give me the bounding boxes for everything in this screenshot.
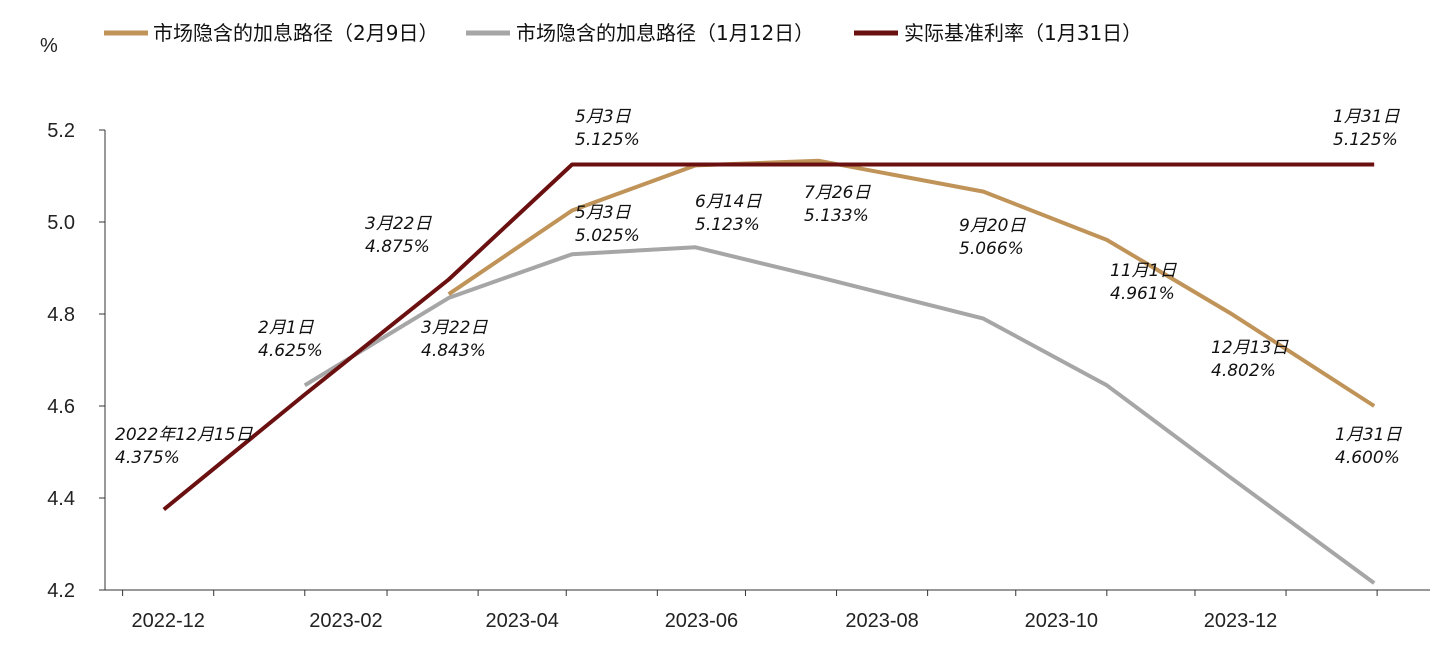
annotation-date: 3月22日 — [365, 214, 432, 234]
y-tick-label: 5.2 — [47, 120, 75, 142]
legend-label-jan12: 市场隐含的加息路径（1月12日） — [516, 21, 814, 45]
x-tick-label: 2023-12 — [1204, 610, 1277, 632]
annotation-date: 9月20日 — [959, 216, 1026, 236]
legend-label-feb9: 市场隐含的加息路径（2月9日） — [153, 21, 438, 45]
annotation-date: 5月3日 — [575, 107, 632, 127]
annotation-value: 5.066% — [959, 239, 1024, 259]
series-line-actual — [162, 162, 1375, 512]
annotation-value: 5.133% — [804, 206, 869, 226]
y-axis-ticks: 5.2 5.0 4.8 4.6 4.4 4.2 — [47, 120, 105, 602]
x-tick-label: 2023-08 — [845, 610, 918, 632]
annotation-value: 4.375% — [115, 448, 180, 468]
y-tick-label: 4.4 — [47, 488, 75, 510]
annotation-value: 4.875% — [365, 237, 430, 257]
annotation-date: 6月14日 — [695, 192, 762, 212]
annotation-value: 5.123% — [695, 215, 760, 235]
annotation-value: 5.125% — [1333, 130, 1398, 150]
legend-label-actual: 实际基准利率（1月31日） — [904, 21, 1142, 45]
annotation-date: 2022年12月15日 — [115, 425, 254, 445]
annotation-value: 4.802% — [1211, 361, 1276, 381]
series-line-feb9 — [447, 158, 1376, 408]
annotation-date: 2月1日 — [258, 318, 315, 338]
annotations: 2022年12月15日 4.375% 2月1日 4.625% 3月22日 4.875% 3月… — [115, 107, 1402, 468]
y-tick-label: 5.0 — [47, 212, 75, 234]
annotation-date: 3月22日 — [421, 318, 488, 338]
x-tick-label: 2023-10 — [1025, 610, 1098, 632]
annotation-value: 4.961% — [1110, 284, 1175, 304]
y-tick-label: 4.6 — [47, 396, 75, 418]
series-layer — [162, 158, 1376, 585]
x-tick-label: 2022-12 — [131, 610, 204, 632]
y-tick-label: 4.2 — [47, 580, 75, 602]
annotation-value: 4.625% — [258, 341, 323, 361]
series-line-jan12 — [303, 245, 1376, 585]
annotation-value: 4.600% — [1335, 448, 1400, 468]
annotation-date: 5月3日 — [575, 203, 632, 223]
x-axis-ticks: 2022-12 2023-02 2023-04 2023-06 2023-08 2023-… — [122, 590, 1378, 632]
annotation-date: 11月1日 — [1110, 261, 1177, 281]
annotation-date: 1月31日 — [1333, 107, 1400, 127]
annotation-date: 1月31日 — [1335, 425, 1402, 445]
annotation-date: 12月13日 — [1211, 338, 1289, 358]
x-tick-label: 2023-04 — [485, 610, 558, 632]
annotation-date: 7月26日 — [804, 183, 871, 203]
y-tick-label: 4.8 — [47, 304, 75, 326]
y-unit-label: % — [40, 35, 58, 57]
annotation-value: 5.025% — [575, 226, 640, 246]
annotation-value: 4.843% — [421, 341, 486, 361]
legend: 市场隐含的加息路径（2月9日） 市场隐含的加息路径（1月12日） 实际基准利率（… — [104, 21, 1142, 45]
x-tick-label: 2023-02 — [309, 610, 382, 632]
x-tick-label: 2023-06 — [665, 610, 738, 632]
annotation-value: 5.125% — [575, 130, 640, 150]
